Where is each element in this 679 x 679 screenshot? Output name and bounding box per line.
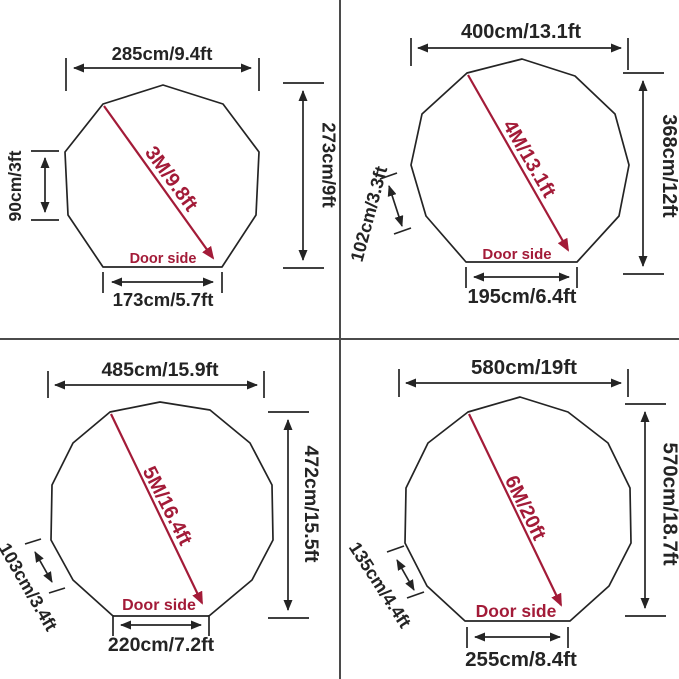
tent-3m-diagram: 3M/9.8ft Door side 285cm/9.4ft 273cm/9ft…	[5, 43, 340, 310]
side-dimension-label: 135cm/4.4ft	[345, 538, 415, 631]
tent-4m-diagram: 4M/13.1ft Door side 400cm/13.1ft 368cm/1…	[347, 21, 679, 308]
door-side-label: Door side	[482, 246, 551, 263]
diagonal-dimension-arrow	[103, 105, 215, 260]
tent-5m-diagram: 5M/16.4ft Door side 485cm/15.9ft 472cm/1…	[0, 359, 322, 656]
door-width-dimension-label: 220cm/7.2ft	[108, 634, 215, 656]
tent-3m-outline	[64, 84, 260, 268]
side-dimension-arrow	[34, 551, 53, 583]
width-dimension-label: 285cm/9.4ft	[112, 43, 213, 64]
side-dimension-label: 103cm/3.4ft	[0, 540, 61, 635]
door-width-dimension-label: 195cm/6.4ft	[468, 286, 577, 308]
width-dimension-label: 400cm/13.1ft	[461, 21, 581, 43]
tent-6m-diagram: 6M/20ft Door side 580cm/19ft 570cm/18.7f…	[345, 356, 679, 671]
door-width-dimension-label: 255cm/8.4ft	[465, 648, 577, 671]
tent-6m-outline	[404, 396, 632, 622]
tent-5m-outline	[50, 401, 274, 617]
height-dimension-label: 368cm/12ft	[658, 114, 679, 218]
door-width-dimension-label: 173cm/5.7ft	[113, 289, 214, 310]
diagonal-dimension-arrow	[110, 413, 203, 605]
side-dimension-tick-bottom	[48, 587, 66, 594]
door-side-label: Door side	[130, 251, 197, 267]
width-dimension-label: 580cm/19ft	[471, 356, 577, 379]
diagonal-dimension-arrow	[468, 413, 562, 607]
side-dimension-label: 102cm/3.3ft	[347, 164, 392, 264]
grid-divider-horizontal	[0, 338, 679, 340]
diagonal-dimension-arrow	[467, 74, 569, 252]
side-dimension-tick-top	[379, 172, 398, 180]
side-dimension-arrow	[387, 185, 404, 227]
side-dimension-tick-bottom	[406, 591, 425, 599]
height-dimension-label: 570cm/18.7ft	[659, 442, 679, 565]
door-side-label: Door side	[476, 601, 557, 621]
door-side-label: Door side	[122, 597, 196, 614]
side-dimension-label: 90cm/3ft	[5, 150, 25, 221]
width-dimension-label: 485cm/15.9ft	[101, 359, 219, 381]
side-dimension-tick-top	[386, 545, 405, 553]
side-dimension-tick-top	[24, 538, 42, 545]
side-dimension-tick-bottom	[393, 227, 412, 235]
side-dimension-arrow	[396, 559, 415, 591]
height-dimension-label: 273cm/9ft	[319, 122, 340, 207]
height-dimension-label: 472cm/15.5ft	[300, 445, 322, 563]
tent-4m-outline	[410, 58, 630, 263]
